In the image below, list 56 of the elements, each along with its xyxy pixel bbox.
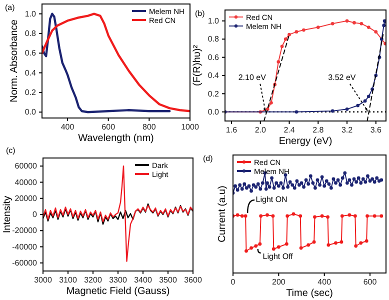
y-tick-label: 0.6 [24, 48, 37, 58]
x-axis-title: Energy (eV) [278, 136, 332, 147]
x-tick-label: 3500 [159, 276, 178, 285]
x-tick-label: 200 [272, 278, 286, 287]
y-tick-label: 0.2 [208, 89, 220, 98]
y-tick-label: 1.0 [24, 9, 37, 18]
annotation: Light ON [256, 195, 288, 204]
x-tick-label: 3400 [134, 276, 152, 285]
x-tick-label: 800 [142, 122, 156, 132]
x-tick-label: 1000 [181, 122, 200, 132]
y-tick-label: 0.0 [24, 108, 37, 117]
y-tick-label: 0.6 [208, 52, 220, 62]
x-tick-label: 600 [102, 122, 116, 132]
y-tick-label: 40000 [14, 178, 38, 187]
y-tick-label: 0.8 [208, 34, 220, 44]
x-tick-label: 3300 [109, 276, 128, 285]
x-tick-label: 400 [60, 122, 75, 132]
chart-title: (b) [195, 9, 206, 18]
annotation: 2.10 eV [238, 72, 267, 82]
y-tick-label: 1.0 [208, 16, 220, 26]
x-tick-label: 3100 [59, 276, 78, 285]
x-tick-label: 2.4 [284, 126, 296, 135]
x-tick-label: 0 [230, 278, 236, 287]
x-axis-title: Time (sec) [286, 288, 333, 299]
y-tick-label: 20000 [14, 194, 38, 203]
x-tick-label: 3.2 [341, 126, 354, 135]
x-tick-label: 400 [318, 278, 332, 287]
y-tick-label: 60000 [14, 162, 38, 171]
x-axis-title: Wavelength (nm) [78, 133, 154, 144]
y-tick-label: -20000 [12, 226, 38, 236]
y-tick-label: 0.8 [24, 29, 37, 38]
x-tick-label: 3.6 [370, 126, 382, 135]
x-axis-title: Magnetic Field (Gauss) [66, 286, 170, 297]
x-tick-label: 3000 [34, 276, 52, 285]
y-axis-title: Intensity [2, 196, 13, 234]
y-tick-label: 0.0 [208, 107, 220, 116]
x-tick-label: 3200 [84, 276, 102, 285]
y-tick-label: 0 [32, 210, 38, 220]
y-tick-label: 0.2 [24, 88, 37, 98]
x-tick-label: 3600 [184, 276, 202, 285]
y-tick-label: 0.4 [24, 68, 37, 78]
x-tick-label: 600 [363, 278, 378, 287]
annotation: 3.52 eV [328, 72, 356, 82]
chart-title: (c) [6, 146, 16, 155]
x-tick-label: 2.8 [312, 126, 324, 135]
y-tick-label: -40000 [12, 242, 38, 252]
y-tick-label: -60000 [12, 258, 38, 268]
x-tick-label: 1.6 [226, 126, 238, 135]
annotation: Light Off [262, 252, 294, 261]
y-axis-title: (F(R)hυ)² [192, 44, 203, 86]
chart-title: (d) [203, 154, 214, 163]
y-axis-title: Norm. Absorbance [9, 19, 20, 102]
y-axis-title: Current (a.u) [217, 186, 228, 242]
y-tick-label: 0.4 [208, 71, 220, 80]
chart-title: (a) [5, 3, 16, 12]
x-tick-label: 2.0 [254, 126, 266, 135]
